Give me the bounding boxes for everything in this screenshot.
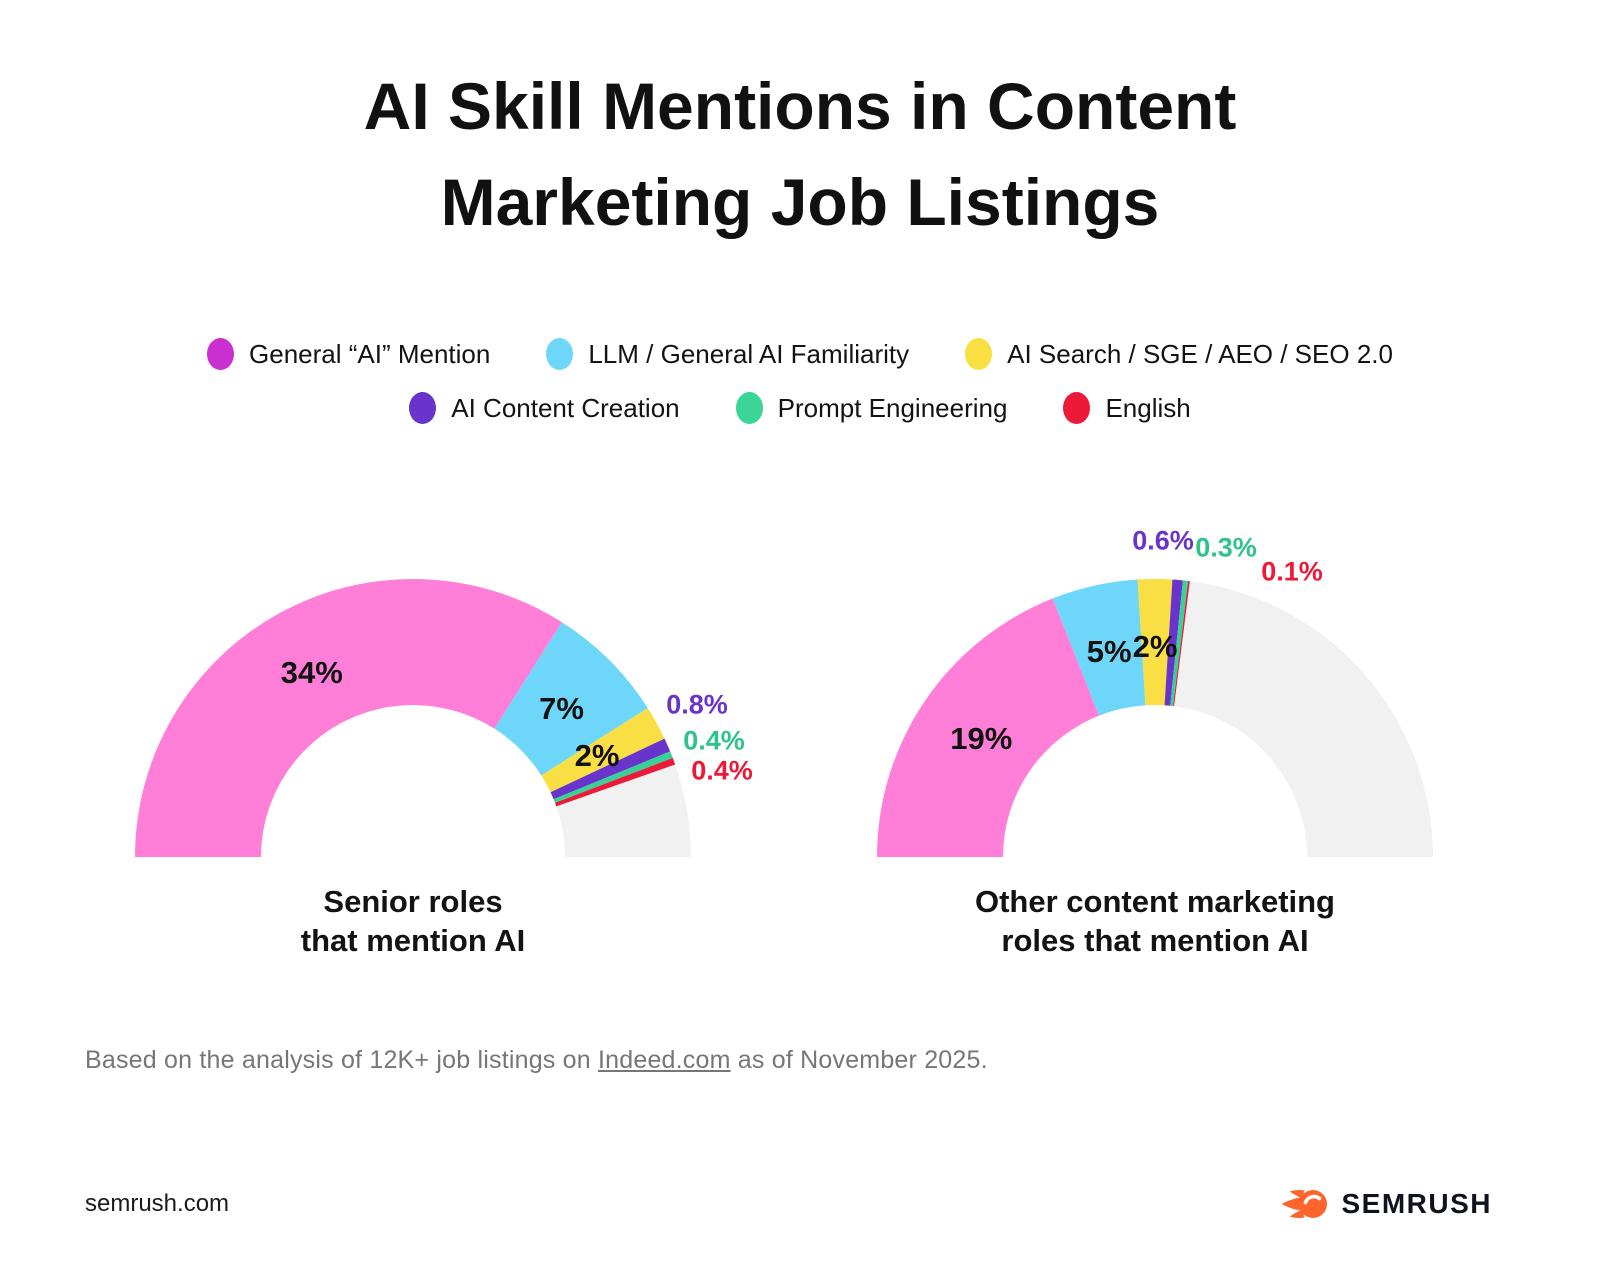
legend-item-label: LLM / General AI Familiarity [588,338,910,369]
chart-caption-line: Senior roles [323,884,503,919]
semrush-url: semrush.com [85,1190,230,1217]
slice-callout-label: 0.8% [666,689,728,720]
page-title: AI Skill Mentions in Content Marketing J… [0,58,1600,250]
legend-item-5: English [1063,392,1191,424]
slice-prompt-engineering [1170,580,1189,707]
other-roles-donut [877,579,1433,857]
legend-item-3: AI Content Creation [409,392,680,424]
legend: General “AI” Mention LLM / General AI Fam… [0,338,1600,446]
semrush-logo-icon [1281,1189,1328,1219]
slice-callout-label: 0.3% [1195,532,1257,563]
slice-value-label: 5% [1086,634,1132,670]
slice-callout-label: 0.1% [1261,556,1323,587]
slice-value-label: 7% [539,690,584,726]
chart-caption-line: Other content marketing [975,884,1335,919]
semrush-logo-text: SEMRUSH [1341,1188,1492,1219]
chart-caption-line: roles that mention AI [1001,923,1309,958]
legend-item-2: AI Search / SGE / AEO / SEO 2.0 [965,338,1393,370]
slice-callout-label: 0.6% [1132,525,1194,556]
slice-callout-label: 0.4% [683,725,745,756]
left-chart-caption: Senior roles that mention AI [113,882,713,960]
legend-dot-icon [965,338,993,370]
footnote-text-prefix: Based on the analysis of 12K+ job listin… [85,1046,598,1074]
legend-item-1: LLM / General AI Familiarity [546,338,909,370]
legend-item-0: General “AI” Mention [207,338,490,370]
slice-value-label: 2% [574,737,620,773]
legend-dot-icon [735,392,763,424]
slice-ai-content-creation [550,738,671,800]
right-chart-caption: Other content marketing roles that mentio… [855,882,1455,960]
slice-english [1173,580,1190,707]
footnote-text-suffix: as of November 2025. [730,1046,988,1074]
legend-item-4: Prompt Engineering [735,392,1008,424]
chart-caption-line: that mention AI [300,923,526,958]
legend-dot-icon [546,338,574,370]
slice-value-label: 2% [1132,629,1178,664]
remainder-slice [1174,581,1433,857]
legend-dot-icon [1063,392,1091,424]
senior-roles-donut [135,579,691,857]
slice-value-label: 19% [950,720,1013,756]
slice-ai-search-sge-aeo-seo-2-0 [1137,579,1173,706]
slice-callout-label: 0.4% [691,755,753,786]
legend-item-label: General “AI” Mention [249,338,491,369]
slice-value-label: 34% [280,654,343,690]
slice-llm-general-ai-familiarity [1052,579,1146,716]
page-title-line-2: Marketing Job Listings [440,165,1160,239]
semrush-logo: SEMRUSH [1280,1186,1492,1222]
legend-row-1: General “AI” Mention LLM / General AI Fam… [0,338,1600,370]
slice-english [555,757,676,807]
slice-prompt-engineering [553,751,673,803]
slice-general-ai-mention [877,598,1100,857]
page-title-line-1: AI Skill Mentions in Content [363,69,1237,143]
legend-item-label: Prompt Engineering [777,392,1008,423]
source-footnote: Based on the analysis of 12K+ job listin… [85,1046,988,1075]
legend-row-2: AI Content Creation Prompt Engineering Eng… [0,392,1600,424]
slice-general-ai-mention [135,579,562,857]
remainder-slice [556,764,691,857]
legend-dot-icon [409,392,437,424]
slice-ai-content-creation [1164,579,1183,706]
legend-item-label: AI Content Creation [451,392,680,423]
legend-item-label: AI Search / SGE / AEO / SEO 2.0 [1007,338,1393,369]
slice-llm-general-ai-familiarity [494,622,648,776]
slice-ai-search-sge-aeo-seo-2-0 [541,708,665,793]
indeed-link[interactable]: Indeed.com [598,1046,731,1074]
legend-item-label: English [1105,392,1191,423]
legend-dot-icon [207,338,235,370]
